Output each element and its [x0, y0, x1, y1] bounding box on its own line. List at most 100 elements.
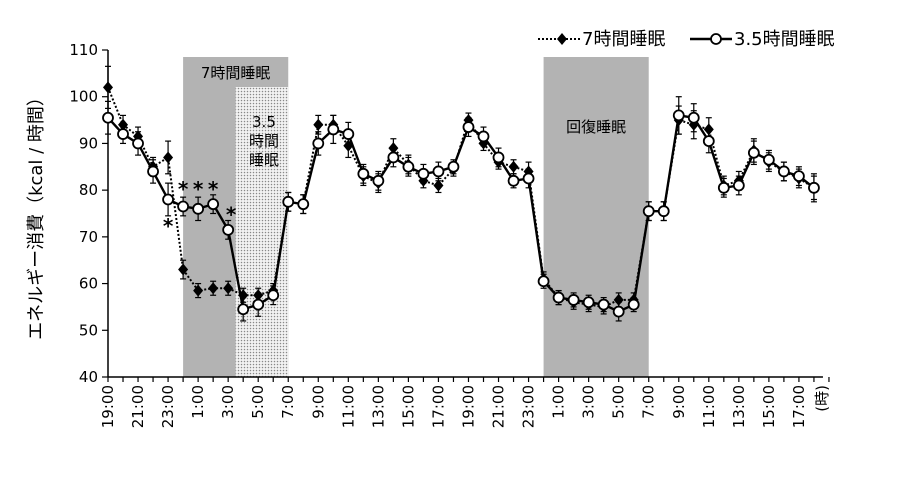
x-tick-label-11: 17:00 [429, 385, 447, 428]
point-1-12 [282, 195, 295, 208]
point-1-2 [132, 137, 144, 150]
point-1-8 [222, 223, 235, 236]
significance-mark-1: * [178, 177, 189, 201]
x-tick-label-16: 3:00 [580, 385, 598, 419]
y-tick-label-110: 110 [69, 41, 98, 59]
band-label-2: 回復睡眠 [566, 118, 626, 136]
point-1-36 [642, 205, 655, 218]
band-label-1-2: 睡眠 [249, 151, 279, 169]
point-1-13 [297, 198, 310, 211]
point-1-24 [462, 121, 475, 133]
point-0-6 [193, 284, 204, 297]
y-tick-label-90: 90 [79, 134, 98, 152]
x-tick-label-9: 13:00 [369, 385, 387, 428]
point-0-4 [163, 151, 174, 164]
point-1-20 [402, 160, 415, 173]
x-tick-label-12: 19:00 [459, 385, 477, 428]
x-tick-label-20: 11:00 [700, 385, 718, 428]
axes: 40 50 60 70 80 90 100 110 19:00 21:00 23:00 1:00 3:0… [69, 41, 831, 428]
y-tick-label-40: 40 [79, 368, 98, 386]
y-tick-label-80: 80 [79, 181, 98, 199]
x-tick-label-5: 5:00 [249, 385, 267, 419]
point-0-27 [508, 160, 519, 173]
x-tick-label-22: 15:00 [760, 385, 778, 428]
point-1-6 [192, 202, 205, 215]
point-1-22 [432, 165, 445, 178]
point-1-35 [627, 298, 640, 311]
point-1-15 [327, 123, 340, 136]
x-unit-label: (時) [813, 385, 831, 412]
point-1-39 [687, 111, 700, 124]
x-tick-label-19: 9:00 [670, 385, 688, 419]
sleep-period-bands: 7時間睡眠 3.5時間睡眠 回復睡眠 [183, 57, 649, 377]
significance-mark-2: * [193, 177, 204, 201]
point-1-33 [597, 298, 610, 311]
band-1 [235, 87, 289, 377]
point-1-26 [492, 151, 505, 164]
significance-mark-3: * [208, 177, 219, 201]
significance-mark-4: * [226, 203, 237, 227]
y-tick-label-100: 100 [69, 88, 98, 106]
point-1-1 [117, 128, 129, 140]
point-1-28 [522, 172, 535, 185]
y-tick-label-60: 60 [79, 275, 98, 293]
point-1-17 [357, 167, 370, 180]
point-1-3 [147, 165, 159, 178]
point-0-8 [223, 282, 234, 295]
significance-mark-0: * [163, 214, 174, 238]
point-1-30 [552, 291, 565, 304]
point-1-7 [207, 198, 220, 211]
y-tick-label-50: 50 [79, 321, 98, 339]
series-1 [102, 96, 820, 322]
point-1-45 [778, 165, 790, 178]
x-tick-label-2: 23:00 [159, 385, 177, 428]
band-2 [543, 57, 649, 377]
series-layer [102, 65, 820, 322]
significance-annotations: ** * ** [163, 177, 237, 238]
legend-marker-0 [557, 33, 567, 45]
point-1-32 [582, 296, 595, 309]
x-tick-label-0: 19:00 [99, 385, 117, 428]
x-tick-label-3: 1:00 [189, 385, 207, 419]
point-1-11 [267, 289, 280, 302]
point-1-42 [732, 179, 745, 192]
point-1-25 [477, 130, 490, 143]
point-0-34 [613, 293, 624, 306]
point-1-4 [162, 193, 174, 206]
point-0-22 [433, 179, 444, 192]
point-1-38 [672, 109, 685, 122]
point-1-46 [793, 170, 805, 183]
point-1-0 [102, 111, 114, 124]
point-0-5 [178, 263, 189, 276]
point-1-34 [612, 305, 625, 318]
x-tick-label-4: 3:00 [219, 385, 237, 419]
point-1-41 [717, 181, 730, 194]
point-0-7 [208, 282, 219, 295]
band-label-1-0: 3.5 [252, 113, 276, 131]
y-axis-title: エネルギー消費（kcal / 時間） [26, 88, 47, 340]
x-tick-label-21: 13:00 [730, 385, 748, 428]
x-tick-label-6: 7:00 [279, 385, 297, 419]
point-1-5 [177, 200, 190, 213]
x-tick-label-23: 17:00 [790, 385, 808, 428]
point-0-14 [313, 118, 324, 131]
y-tick-label-70: 70 [79, 228, 98, 246]
point-1-10 [252, 298, 265, 311]
point-1-14 [312, 137, 325, 150]
x-tick-label-8: 11:00 [339, 385, 357, 428]
legend-label-1: 3.5時間睡眠 [734, 29, 835, 50]
x-tick-label-13: 21:00 [490, 385, 508, 428]
x-tick-label-7: 9:00 [309, 385, 327, 419]
legend-marker-1 [710, 33, 722, 45]
point-1-44 [762, 153, 775, 166]
point-1-37 [657, 205, 670, 218]
point-1-27 [507, 174, 520, 187]
point-1-31 [567, 294, 580, 306]
point-1-16 [342, 128, 355, 140]
point-1-43 [747, 146, 760, 159]
x-tick-label-18: 7:00 [640, 385, 658, 419]
point-1-23 [447, 160, 460, 173]
point-1-18 [372, 174, 385, 187]
